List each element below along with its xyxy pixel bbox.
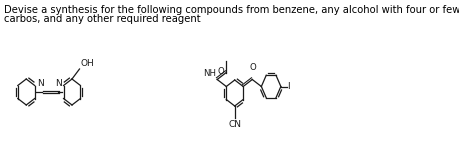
Text: O: O — [250, 63, 257, 73]
Text: carbos, and any other required reagent: carbos, and any other required reagent — [4, 14, 201, 24]
Text: OH: OH — [80, 59, 94, 68]
Text: Devise a synthesis for the following compounds from benzene, any alcohol with fo: Devise a synthesis for the following com… — [4, 5, 459, 15]
Text: N: N — [55, 80, 62, 89]
Text: I: I — [288, 82, 290, 91]
Text: O: O — [218, 67, 225, 76]
Text: NH: NH — [203, 69, 217, 79]
Text: CN: CN — [228, 120, 241, 129]
Text: N: N — [37, 80, 44, 89]
